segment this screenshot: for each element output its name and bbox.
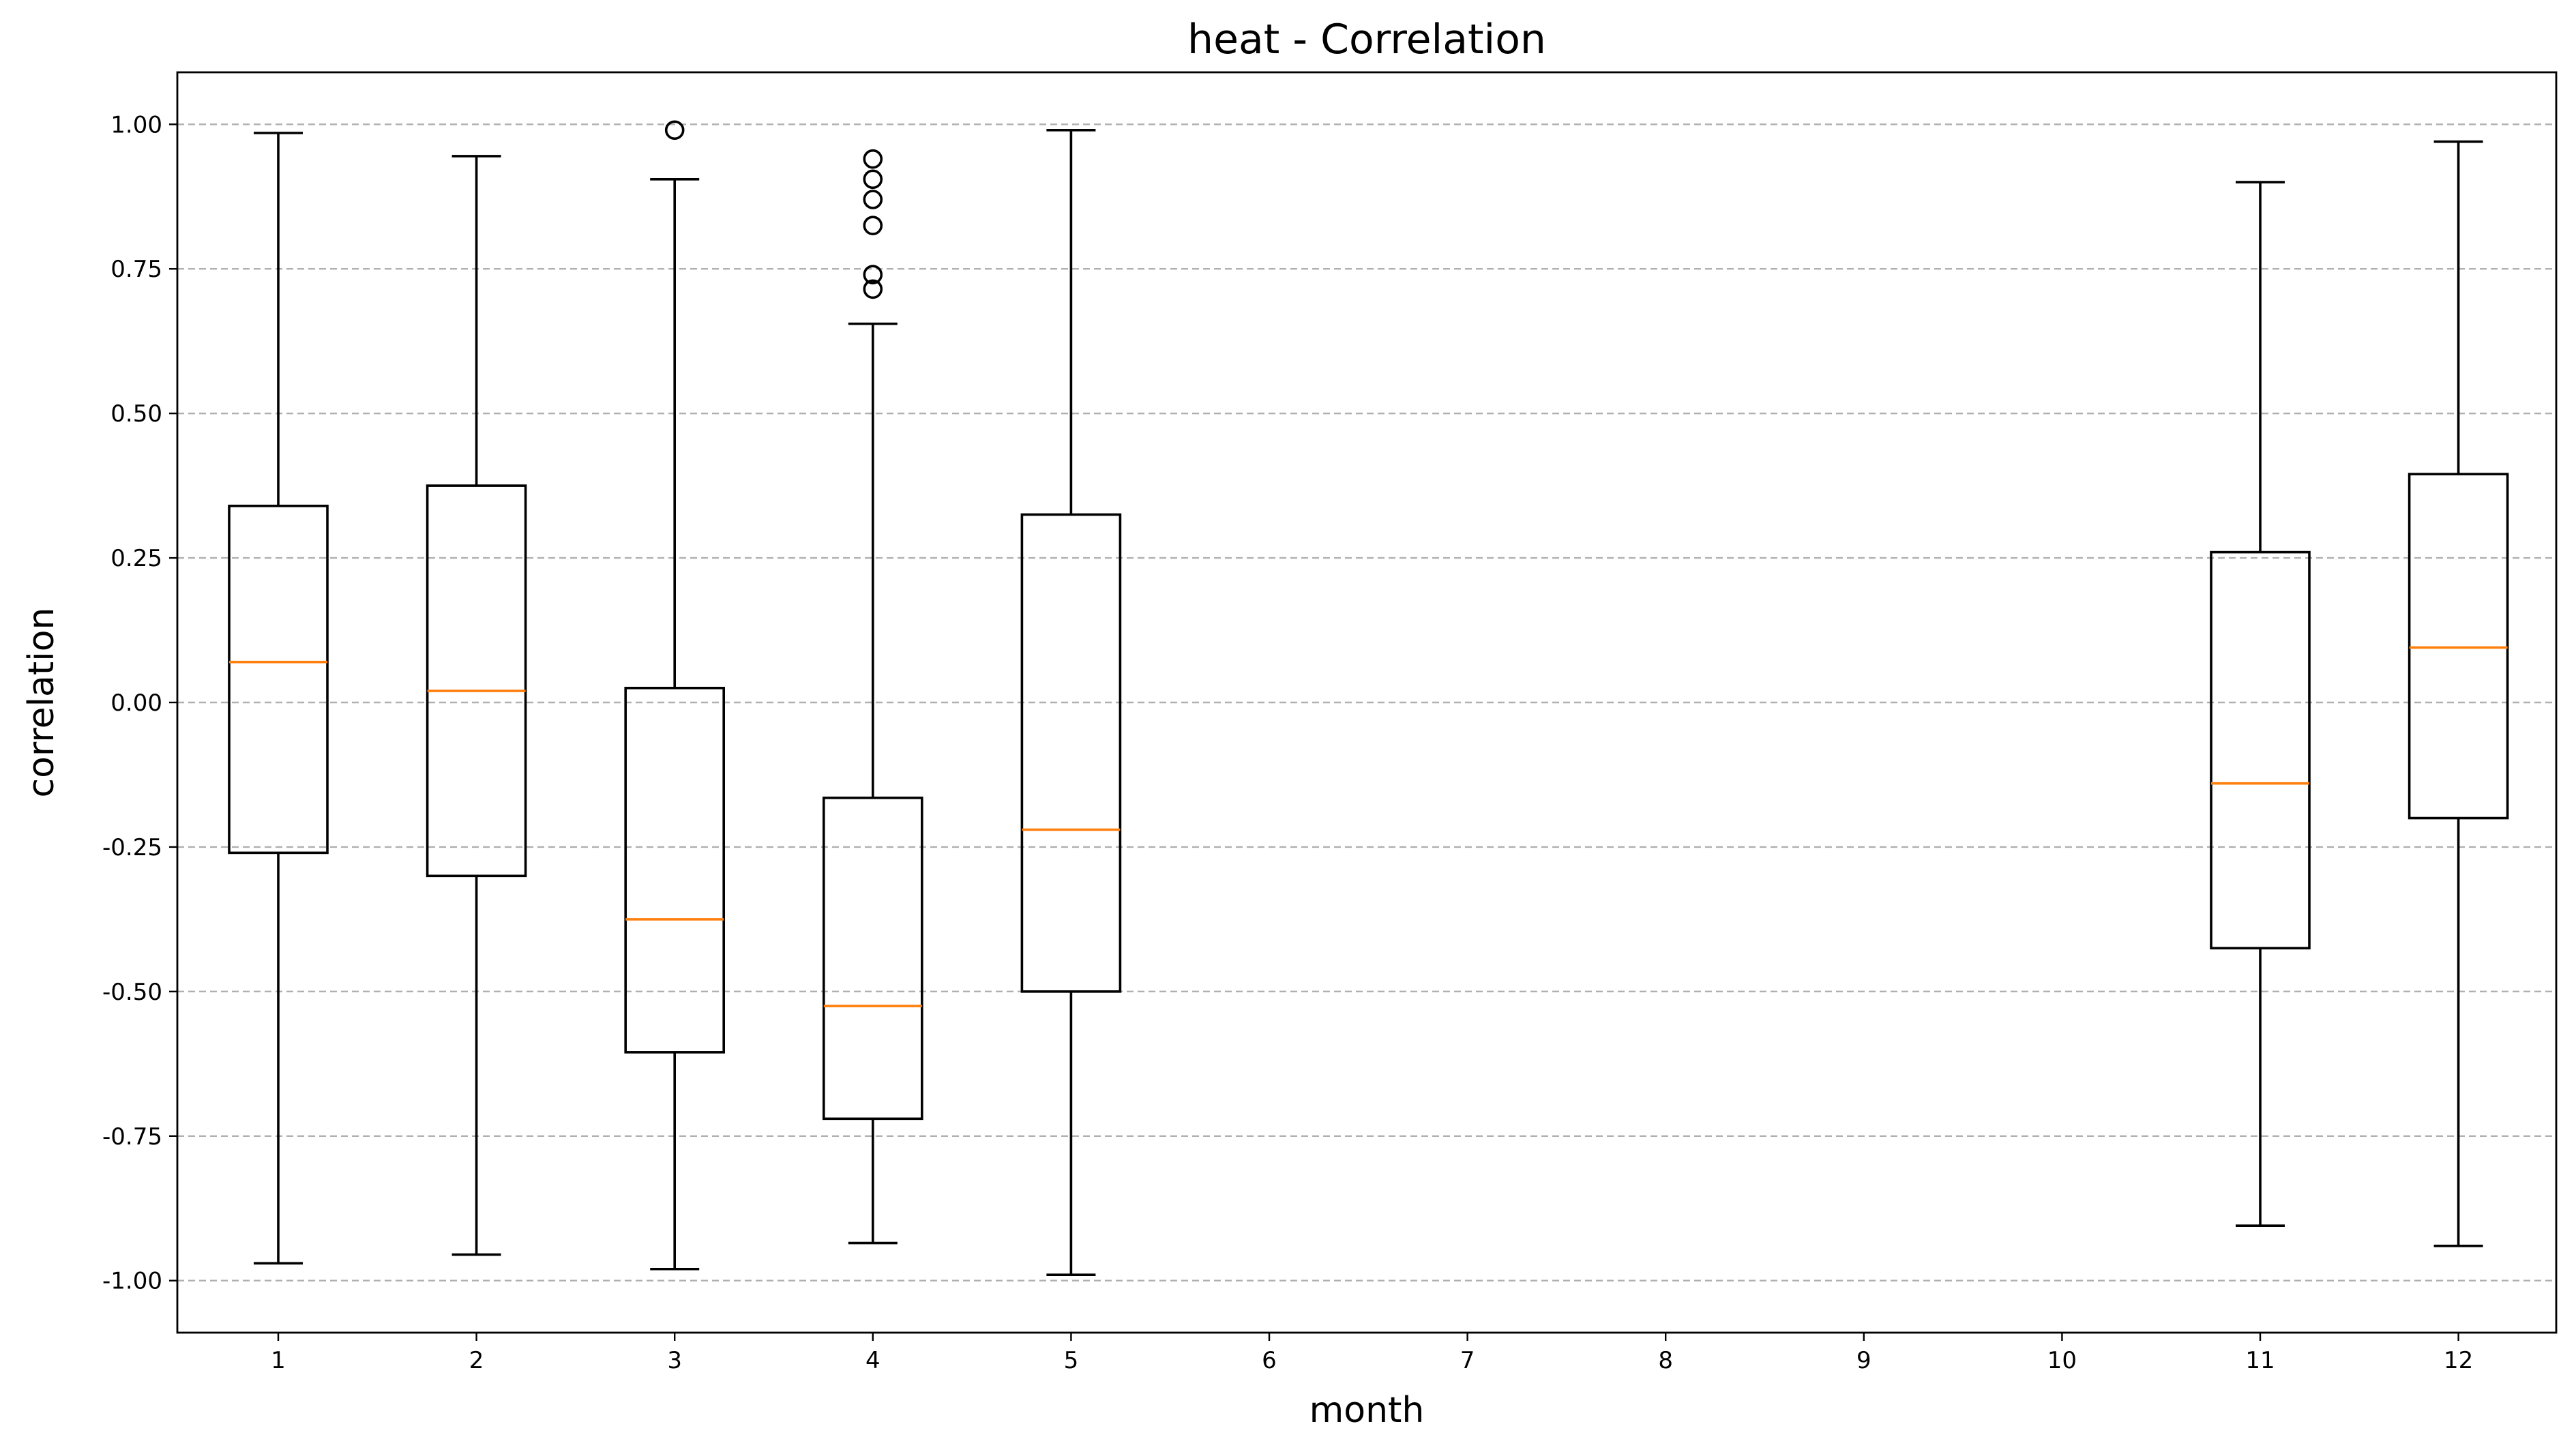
iqr-box xyxy=(2408,473,2509,820)
x-tick-label: 3 xyxy=(667,1347,682,1374)
x-tick-label: 7 xyxy=(1460,1347,1475,1374)
outlier-point xyxy=(863,216,883,235)
y-axis-ticks: -1.00 -0.75 -0.50 -0.25 0.00 0.25 0.50 0.75 1.00 xyxy=(102,111,177,1295)
iqr-box xyxy=(1020,513,1122,993)
x-tick-label: 1 xyxy=(271,1347,286,1374)
y-axis-label: correlation xyxy=(21,607,62,797)
box-month-3 xyxy=(624,120,726,1271)
y-tick-label: 0.00 xyxy=(110,690,162,717)
box-month-4 xyxy=(823,149,923,1245)
x-tick-label: 10 xyxy=(2047,1347,2077,1374)
x-tick-label: 6 xyxy=(1262,1347,1277,1374)
x-tick-label: 11 xyxy=(2245,1347,2275,1374)
iqr-box xyxy=(624,687,726,1054)
outlier-point xyxy=(664,120,685,140)
chart-title: heat - Correlation xyxy=(1187,16,1546,63)
grid-lines xyxy=(177,123,2556,1281)
y-tick-label: -0.50 xyxy=(102,979,162,1006)
outlier-point xyxy=(863,149,883,169)
y-tick-label: 1.00 xyxy=(110,111,162,138)
box-month-2 xyxy=(426,155,527,1256)
x-tick-label: 9 xyxy=(1856,1347,1871,1374)
y-tick-label: 0.75 xyxy=(110,256,162,283)
iqr-box xyxy=(823,797,923,1121)
x-tick-label: 4 xyxy=(865,1347,880,1374)
x-axis-label: month xyxy=(1309,1390,1425,1431)
outlier-point xyxy=(863,279,883,299)
box-month-5 xyxy=(1020,128,1122,1277)
outlier-point xyxy=(863,265,883,284)
box-month-12 xyxy=(2408,140,2509,1247)
x-tick-label: 8 xyxy=(1658,1347,1673,1374)
outlier-point xyxy=(863,169,883,190)
iqr-box xyxy=(426,484,527,878)
box-month-11 xyxy=(2210,181,2311,1227)
box-plots xyxy=(228,120,2509,1277)
x-axis-ticks: 1 2 3 4 5 6 7 8 9 10 11 12 xyxy=(271,1333,2473,1374)
y-tick-label: 0.50 xyxy=(110,400,162,428)
iqr-box xyxy=(228,504,329,855)
y-tick-label: -0.75 xyxy=(102,1123,162,1151)
y-tick-label: -1.00 xyxy=(102,1268,162,1295)
outlier-point xyxy=(863,190,883,209)
y-tick-label: -0.25 xyxy=(102,834,162,861)
plot-frame xyxy=(176,71,2558,1334)
x-tick-label: 12 xyxy=(2444,1347,2473,1374)
x-tick-label: 2 xyxy=(469,1347,484,1374)
x-tick-label: 5 xyxy=(1064,1347,1079,1374)
y-tick-label: 0.25 xyxy=(110,545,162,572)
box-month-1 xyxy=(228,132,329,1265)
iqr-box xyxy=(2210,550,2311,950)
